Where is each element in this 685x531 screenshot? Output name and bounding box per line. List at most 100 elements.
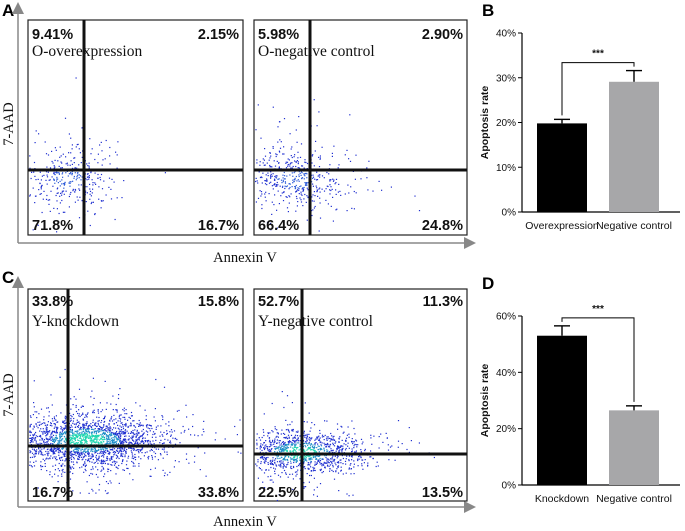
event-dot	[120, 433, 122, 435]
event-dot	[82, 425, 84, 427]
event-dot	[306, 162, 309, 165]
event-dot	[141, 452, 143, 454]
event-dot	[296, 435, 299, 437]
event-dot	[304, 456, 306, 458]
event-dot	[316, 447, 318, 449]
event-dot	[316, 462, 318, 464]
event-dot	[62, 448, 64, 450]
category-label: Negative control	[596, 220, 672, 232]
event-dot	[308, 441, 310, 444]
event-dot	[114, 438, 116, 440]
event-dot	[72, 190, 74, 192]
event-dot	[77, 143, 79, 145]
event-dot	[326, 171, 328, 174]
event-dot	[316, 171, 318, 173]
event-dot	[71, 429, 73, 431]
event-dot	[77, 426, 79, 428]
event-dot	[41, 431, 43, 433]
event-dot	[106, 438, 108, 440]
event-dot	[30, 451, 32, 453]
event-dot	[80, 434, 82, 436]
event-dot	[303, 198, 305, 200]
event-dot	[293, 461, 295, 464]
event-dot	[258, 467, 260, 469]
event-dot	[339, 449, 341, 451]
event-dot	[273, 204, 275, 206]
event-dot	[329, 443, 332, 445]
event-dot	[87, 435, 89, 437]
event-dot	[38, 413, 40, 415]
event-dot	[63, 187, 65, 189]
event-dot	[318, 188, 320, 190]
event-dot	[105, 459, 107, 462]
event-dot	[99, 447, 102, 449]
event-dot	[262, 458, 264, 460]
event-dot	[35, 450, 37, 452]
event-dot	[97, 438, 99, 440]
event-dot	[104, 451, 106, 453]
event-dot	[310, 437, 312, 439]
event-dot	[90, 472, 92, 475]
event-dot	[70, 458, 73, 460]
event-dot	[84, 416, 86, 418]
event-dot	[215, 432, 217, 434]
event-dot	[49, 179, 51, 181]
event-dot	[311, 162, 313, 164]
event-dot	[127, 455, 130, 457]
event-dot	[78, 447, 80, 449]
event-dot	[147, 443, 149, 445]
event-dot	[71, 172, 73, 175]
event-dot	[323, 461, 325, 463]
event-dot	[30, 423, 32, 425]
flow-plot-title: O-negative control	[258, 43, 375, 60]
event-dot	[51, 176, 53, 178]
event-dot	[279, 450, 281, 452]
event-dot	[306, 473, 308, 475]
event-dot	[264, 458, 267, 460]
event-dot	[256, 465, 258, 467]
event-dot	[151, 455, 153, 457]
event-dot	[330, 460, 332, 462]
event-dot	[345, 458, 347, 460]
event-dot	[69, 436, 71, 438]
event-dot	[329, 444, 331, 446]
event-dot	[108, 463, 110, 465]
event-dot	[74, 453, 76, 455]
event-dot	[103, 454, 105, 456]
event-dot	[174, 438, 176, 440]
event-dot	[319, 187, 321, 189]
event-dot	[77, 439, 79, 441]
event-dot	[282, 181, 284, 183]
event-dot	[38, 447, 40, 449]
event-dot	[337, 461, 339, 463]
event-dot	[337, 447, 339, 449]
event-dot	[270, 463, 272, 465]
event-dot	[47, 433, 49, 435]
panel-c-flow: 7-AAD Annexin V 33.8% 15.8% Y-knockdown …	[1, 276, 476, 530]
event-dot	[60, 459, 62, 461]
event-dot	[304, 468, 306, 470]
event-dot	[308, 433, 310, 435]
event-dot	[29, 464, 31, 466]
event-dot	[279, 476, 282, 478]
event-dot	[74, 189, 77, 191]
event-dot	[95, 492, 97, 494]
event-dot	[315, 179, 318, 181]
event-dot	[52, 451, 54, 453]
event-dot	[63, 435, 66, 438]
event-dot	[308, 455, 310, 457]
event-dot	[297, 446, 299, 449]
event-dot	[55, 438, 57, 440]
event-dot	[49, 438, 51, 440]
event-dot	[69, 181, 71, 183]
event-dot	[299, 156, 302, 158]
event-dot	[284, 436, 286, 439]
event-dot	[34, 411, 36, 413]
event-dot	[172, 437, 174, 439]
event-dot	[102, 447, 104, 449]
y-tick-label: 20%	[496, 118, 516, 129]
event-dot	[101, 427, 103, 429]
event-dot	[130, 442, 132, 444]
event-dot	[90, 171, 92, 173]
event-dot	[83, 435, 85, 437]
